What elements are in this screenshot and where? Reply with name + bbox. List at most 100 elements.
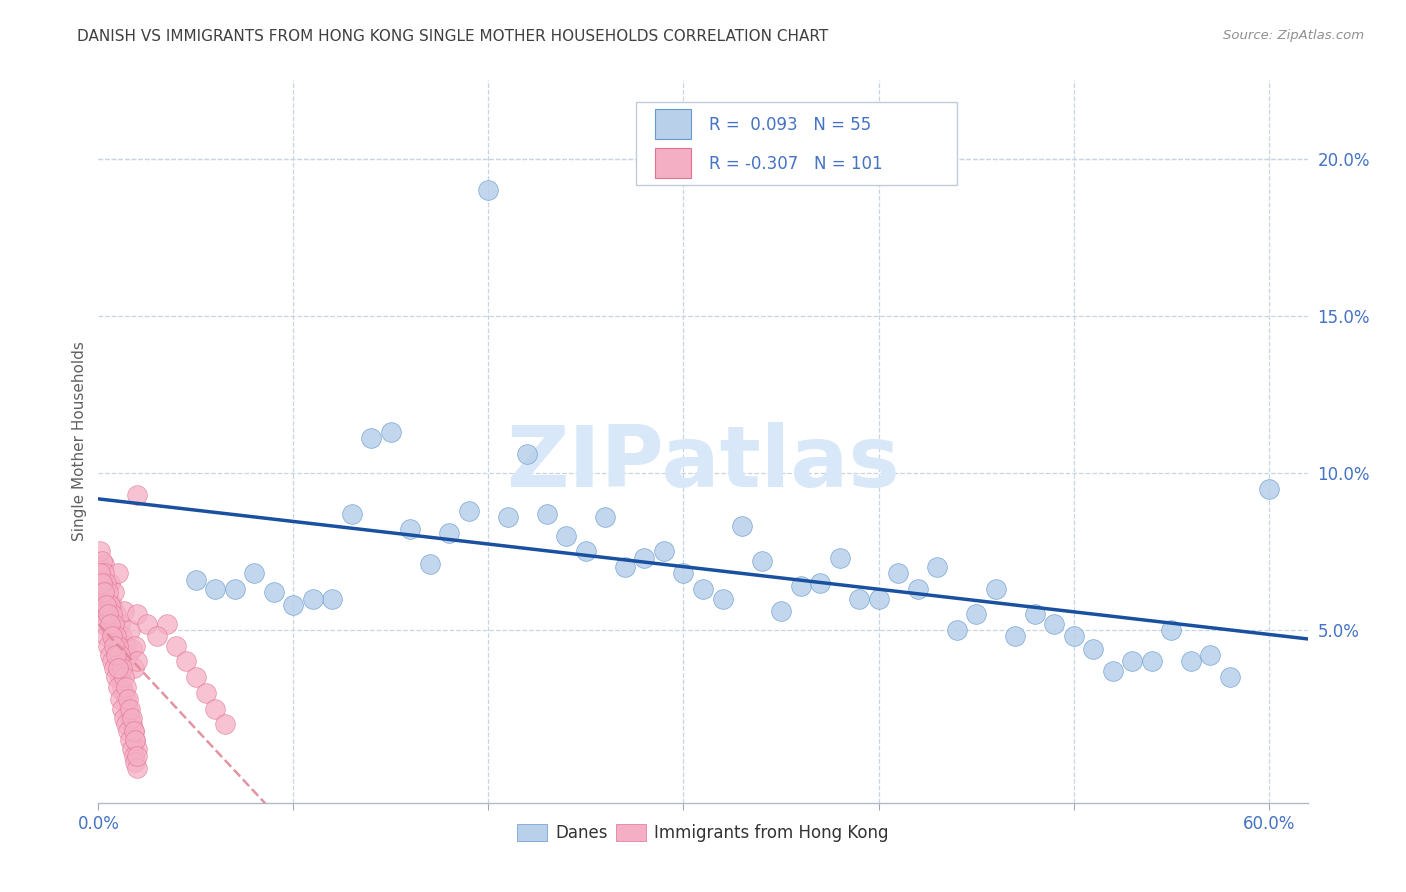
Point: [118, 623, 141, 637]
Point: [1180, 655, 1202, 669]
Point: [1081, 641, 1104, 656]
Point: [907, 582, 929, 597]
Point: [89, 544, 111, 558]
Point: [107, 639, 129, 653]
Point: [108, 692, 131, 706]
Point: [1199, 648, 1222, 662]
Point: [399, 523, 422, 537]
Point: [204, 701, 226, 715]
Point: [302, 591, 325, 606]
Point: [114, 639, 136, 653]
Point: [118, 711, 141, 725]
FancyBboxPatch shape: [655, 109, 690, 139]
Point: [122, 748, 145, 763]
Point: [104, 648, 127, 662]
Point: [925, 560, 948, 574]
Point: [93, 557, 115, 571]
Point: [1257, 482, 1279, 496]
Point: [97, 607, 120, 622]
Point: [263, 585, 285, 599]
Point: [96, 607, 118, 622]
Point: [117, 648, 139, 662]
Point: [117, 723, 139, 738]
Point: [984, 582, 1007, 597]
Point: [98, 616, 121, 631]
Point: [121, 717, 143, 731]
Point: [104, 670, 127, 684]
Point: [165, 639, 187, 653]
Point: [808, 575, 831, 590]
Point: [103, 616, 125, 631]
Point: [124, 639, 146, 653]
Point: [103, 585, 125, 599]
Point: [101, 629, 124, 643]
Point: [112, 711, 135, 725]
Point: [575, 544, 598, 558]
Point: [124, 733, 146, 747]
Point: [107, 566, 129, 581]
Point: [496, 510, 519, 524]
Point: [156, 616, 179, 631]
Point: [89, 566, 111, 581]
Point: [111, 629, 134, 643]
Point: [672, 566, 695, 581]
Point: [107, 661, 129, 675]
Point: [945, 623, 967, 637]
Point: [224, 582, 246, 597]
Text: Source: ZipAtlas.com: Source: ZipAtlas.com: [1223, 29, 1364, 42]
Point: [380, 425, 402, 439]
Point: [103, 661, 125, 675]
Point: [91, 598, 114, 612]
Point: [98, 575, 121, 590]
Point: [98, 598, 121, 612]
Point: [146, 629, 169, 643]
Point: [769, 604, 792, 618]
Point: [214, 717, 236, 731]
Point: [97, 585, 120, 599]
Point: [91, 575, 114, 590]
Point: [321, 591, 343, 606]
Point: [516, 447, 538, 461]
FancyBboxPatch shape: [655, 148, 690, 178]
Point: [633, 550, 655, 565]
Point: [108, 670, 131, 684]
Point: [89, 585, 111, 599]
Point: [458, 503, 481, 517]
Point: [101, 607, 124, 622]
Point: [114, 717, 136, 731]
Point: [117, 692, 139, 706]
Point: [121, 742, 143, 756]
Text: R = -0.307   N = 101: R = -0.307 N = 101: [709, 155, 883, 173]
Text: ZIPatlas: ZIPatlas: [506, 422, 900, 505]
Point: [1063, 629, 1085, 643]
Point: [1101, 664, 1123, 678]
Point: [101, 629, 124, 643]
Point: [118, 733, 141, 747]
Point: [122, 723, 145, 738]
Point: [91, 607, 114, 622]
Point: [536, 507, 558, 521]
Y-axis label: Single Mother Households: Single Mother Households: [72, 342, 87, 541]
Point: [91, 554, 114, 568]
Point: [789, 579, 811, 593]
Point: [112, 686, 135, 700]
Point: [127, 607, 149, 622]
Point: [111, 680, 134, 694]
Point: [887, 566, 910, 581]
Point: [108, 616, 131, 631]
Text: R =  0.093   N = 55: R = 0.093 N = 55: [709, 116, 872, 134]
Point: [174, 655, 197, 669]
Point: [104, 648, 127, 662]
Point: [97, 607, 120, 622]
Point: [127, 655, 149, 669]
Text: DANISH VS IMMIGRANTS FROM HONG KONG SINGLE MOTHER HOUSEHOLDS CORRELATION CHART: DANISH VS IMMIGRANTS FROM HONG KONG SING…: [77, 29, 828, 44]
Point: [91, 575, 114, 590]
Point: [555, 529, 578, 543]
Point: [848, 591, 870, 606]
Point: [103, 639, 125, 653]
Point: [111, 661, 134, 675]
FancyBboxPatch shape: [637, 102, 957, 185]
Point: [965, 607, 987, 622]
Point: [127, 488, 149, 502]
Point: [283, 598, 305, 612]
